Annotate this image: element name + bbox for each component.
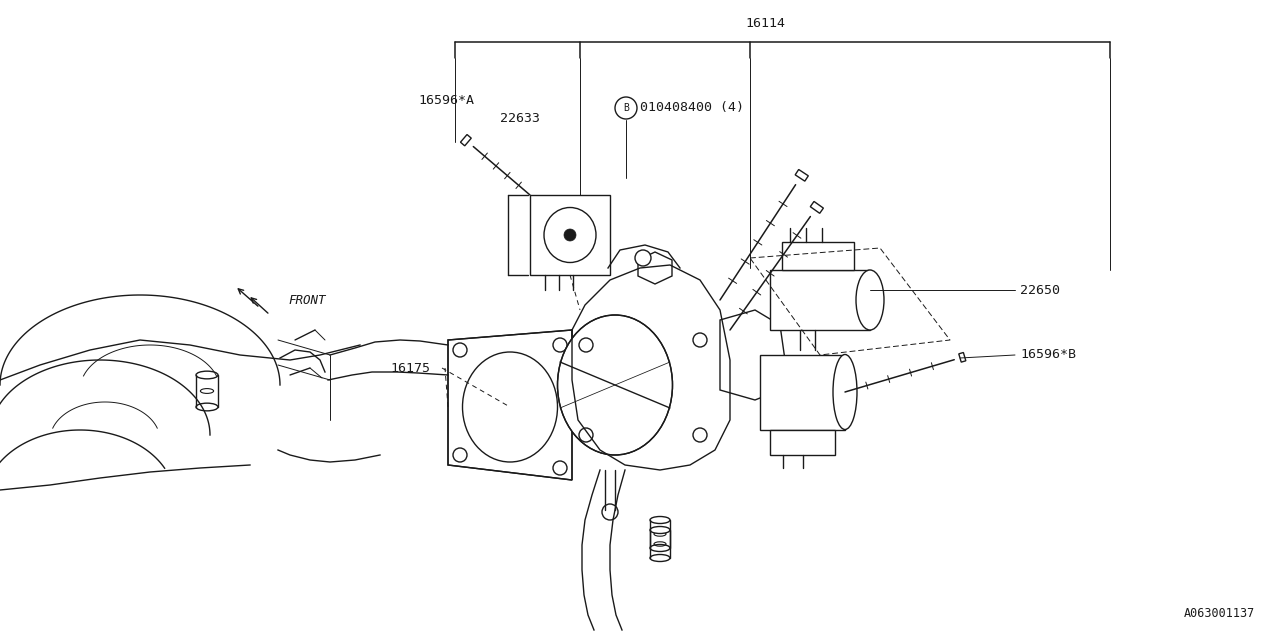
Bar xyxy=(530,195,611,275)
Bar xyxy=(771,430,835,455)
Text: B: B xyxy=(623,103,628,113)
Circle shape xyxy=(635,250,652,266)
Ellipse shape xyxy=(196,371,218,379)
Polygon shape xyxy=(719,310,785,400)
Text: 22650: 22650 xyxy=(1020,284,1060,296)
Circle shape xyxy=(602,504,618,520)
Polygon shape xyxy=(637,252,672,284)
Circle shape xyxy=(564,229,576,241)
Polygon shape xyxy=(810,202,823,213)
Polygon shape xyxy=(448,330,572,480)
Ellipse shape xyxy=(650,527,669,534)
Circle shape xyxy=(692,333,707,347)
Ellipse shape xyxy=(856,270,884,330)
Polygon shape xyxy=(959,353,966,362)
Ellipse shape xyxy=(558,315,672,455)
Bar xyxy=(782,242,854,270)
Text: 16596*A: 16596*A xyxy=(419,93,474,106)
Text: 010408400 (4): 010408400 (4) xyxy=(640,102,744,115)
Circle shape xyxy=(579,428,593,442)
Bar xyxy=(771,270,870,330)
Text: A063001137: A063001137 xyxy=(1184,607,1254,620)
Text: 16596*B: 16596*B xyxy=(1020,349,1076,362)
Text: 16175: 16175 xyxy=(390,362,430,374)
Polygon shape xyxy=(461,134,471,146)
Text: 16114: 16114 xyxy=(745,17,785,30)
Polygon shape xyxy=(795,170,809,181)
Circle shape xyxy=(579,338,593,352)
Ellipse shape xyxy=(544,207,596,262)
Text: FRONT: FRONT xyxy=(288,294,325,307)
Circle shape xyxy=(692,428,707,442)
Ellipse shape xyxy=(650,516,669,524)
Text: 22633: 22633 xyxy=(500,111,540,125)
Ellipse shape xyxy=(462,352,558,462)
Ellipse shape xyxy=(833,355,858,429)
Bar xyxy=(760,355,845,430)
